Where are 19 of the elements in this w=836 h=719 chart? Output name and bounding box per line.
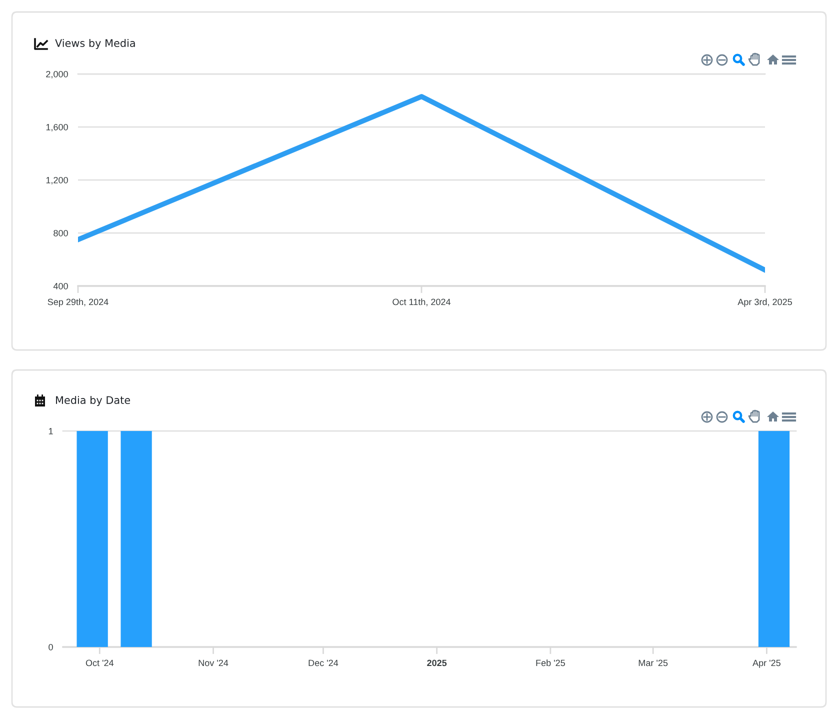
x-tick-label: Feb '25 [536,660,565,666]
x-tick-label: Sep 29th, 2024 [48,298,108,307]
x-tick-label: Dec '24 [308,660,338,666]
chart-title: Media by Date [56,396,130,406]
x-tick-label: Oct '24 [86,660,114,666]
x-tick-label: Oct 11th, 2024 [392,298,451,306]
x-tick-label: 2025 [427,660,447,666]
chart-title: Views by Media [55,38,135,50]
x-tick-label: Nov '24 [198,660,228,666]
x-tick-label: Apr 3rd, 2025 [738,298,792,307]
y-tick-label: 1,600 [46,124,68,132]
y-tick-label: 0 [48,644,53,650]
y-tick-label: 1,200 [46,176,68,184]
y-tick-label: 1 [48,428,53,434]
x-tick-label: Apr '25 [752,660,780,668]
y-tick-label: 2,000 [46,70,68,78]
y-tick-label: 800 [54,230,68,236]
y-tick-label: 400 [53,282,68,290]
x-tick-label: Mar '25 [638,660,668,666]
